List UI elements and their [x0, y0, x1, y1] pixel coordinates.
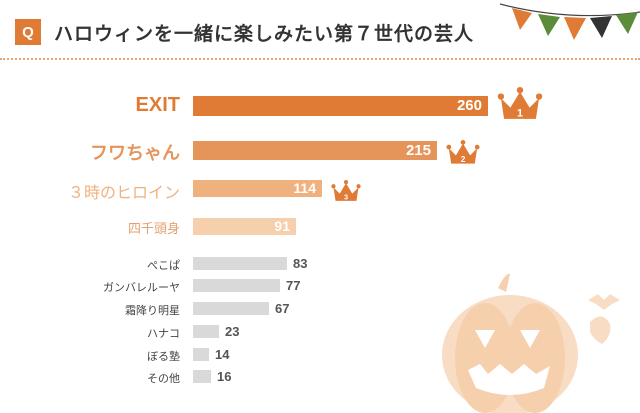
header: Q ハロウィンを一緒に楽しみたい第７世代の芸人 — [0, 0, 640, 58]
bar — [193, 96, 488, 116]
bar — [193, 218, 296, 235]
value-label: 215 — [405, 141, 431, 159]
category-label: ３時のヒロイン — [67, 182, 180, 202]
value-label: 67 — [275, 300, 290, 316]
value-label: 83 — [293, 255, 308, 271]
bar-chart: EXIT 260 フワちゃん 215 ３時のヒロイン 114 四千頭身 91 ぺこぱ 83 ガンバレ… — [0, 70, 640, 413]
rank-label: 1 — [517, 107, 523, 119]
value-label: 77 — [286, 277, 301, 293]
category-label: その他 — [147, 371, 180, 385]
bar — [193, 257, 287, 270]
ghost-icon — [590, 316, 611, 344]
crown-icon: 3 — [331, 180, 361, 201]
value-label: 114 — [293, 180, 316, 197]
category-label: 霜降り明星 — [125, 303, 180, 317]
category-label: ぺこぱ — [147, 258, 180, 272]
category-label: ぼる塾 — [147, 349, 180, 363]
bunting-icon — [500, 3, 640, 40]
category-label: フワちゃん — [90, 143, 180, 165]
chart-title: ハロウィンを一緒に楽しみたい第７世代の芸人 — [54, 23, 475, 45]
value-label: 16 — [217, 368, 232, 384]
pumpkin-icon — [442, 273, 620, 413]
bat-icon — [588, 294, 620, 310]
bar — [193, 141, 437, 160]
value-label: 260 — [456, 97, 482, 114]
bar — [193, 279, 280, 292]
bar — [193, 302, 269, 315]
rank-label: 3 — [344, 192, 348, 201]
bar — [193, 370, 211, 383]
category-label: ハナコ — [147, 326, 180, 340]
value-label: 14 — [215, 346, 230, 362]
value-label: 23 — [225, 323, 240, 339]
crown-icon: 2 — [446, 140, 480, 164]
bar — [193, 348, 209, 361]
bar — [193, 180, 322, 197]
value-label: 91 — [274, 218, 290, 235]
header-divider — [0, 58, 640, 60]
category-label: 四千頭身 — [127, 222, 180, 238]
category-label: ガンバレルーヤ — [103, 280, 180, 294]
question-badge: Q — [15, 19, 41, 45]
rank-label: 2 — [461, 155, 466, 164]
category-label: EXIT — [135, 93, 180, 116]
crown-icon: 1 — [497, 87, 543, 119]
bar — [193, 325, 219, 338]
